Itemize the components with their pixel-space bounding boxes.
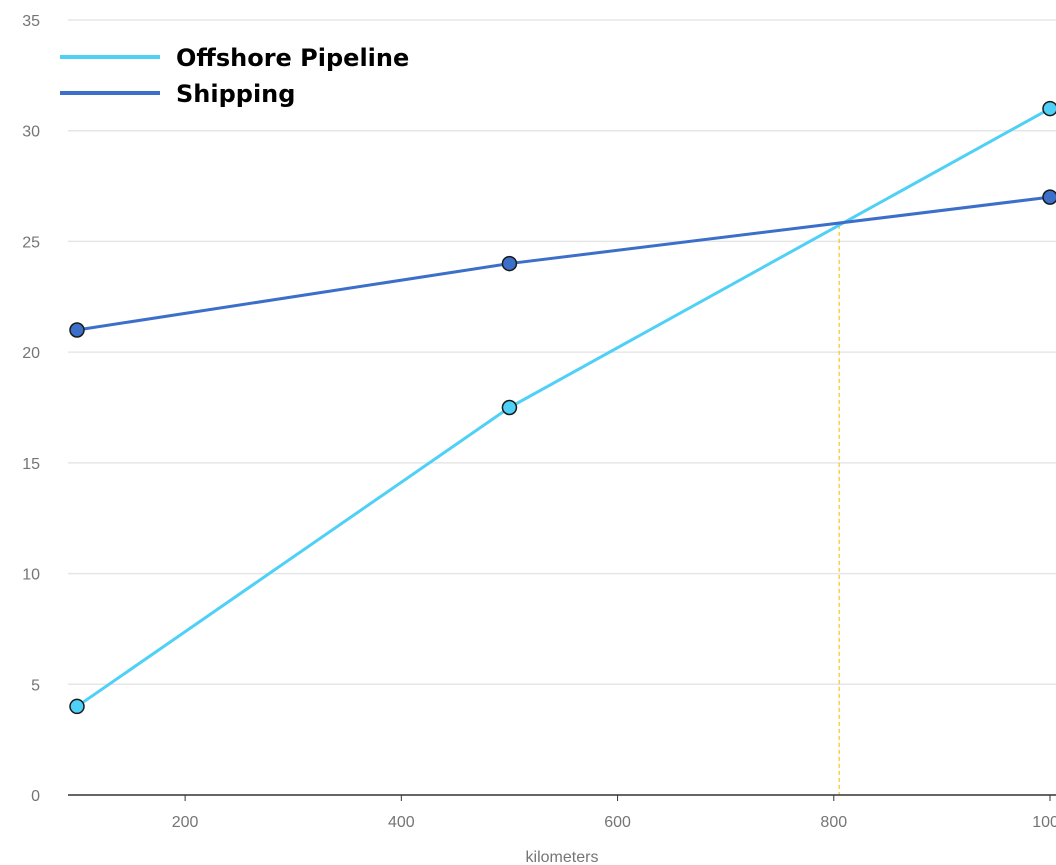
series-line-offshore-pipeline [76, 107, 1051, 708]
legend-label: Offshore Pipeline [176, 44, 409, 72]
data-point-shipping [69, 322, 85, 338]
y-tick-label: 0 [31, 788, 40, 805]
x-tick-label: 200 [172, 814, 199, 831]
y-axis-ticks: 0 5 10 15 20 25 30 35 [22, 13, 40, 805]
data-point-offshore-pipeline [501, 399, 518, 416]
legend-label: Shipping [176, 80, 295, 108]
y-tick-label: 5 [31, 677, 40, 694]
grid-lines [68, 19, 1056, 686]
x-tick-label: 400 [388, 814, 415, 831]
x-axis: 200 400 600 800 1000 [68, 794, 1056, 831]
y-tick-label: 10 [22, 567, 40, 584]
y-tick-label: 20 [22, 345, 40, 362]
y-tick-label: 30 [22, 124, 40, 141]
series-points [69, 100, 1056, 715]
data-point-offshore-pipeline [1042, 100, 1056, 117]
data-point-offshore-pipeline [69, 698, 85, 715]
x-axis-title: kilometers [526, 849, 599, 865]
y-tick-label: 35 [22, 13, 40, 30]
x-tick-label: 1000 [1032, 814, 1056, 831]
data-point-shipping [501, 255, 518, 272]
data-point-shipping [1042, 189, 1056, 205]
y-tick-label: 25 [22, 234, 40, 251]
y-tick-label: 15 [22, 456, 40, 473]
series-line-shipping [76, 195, 1051, 332]
legend: Offshore Pipeline Shipping [60, 44, 409, 108]
series-lines [76, 107, 1051, 708]
x-tick-label: 800 [820, 814, 847, 831]
x-tick-label: 600 [604, 814, 631, 831]
